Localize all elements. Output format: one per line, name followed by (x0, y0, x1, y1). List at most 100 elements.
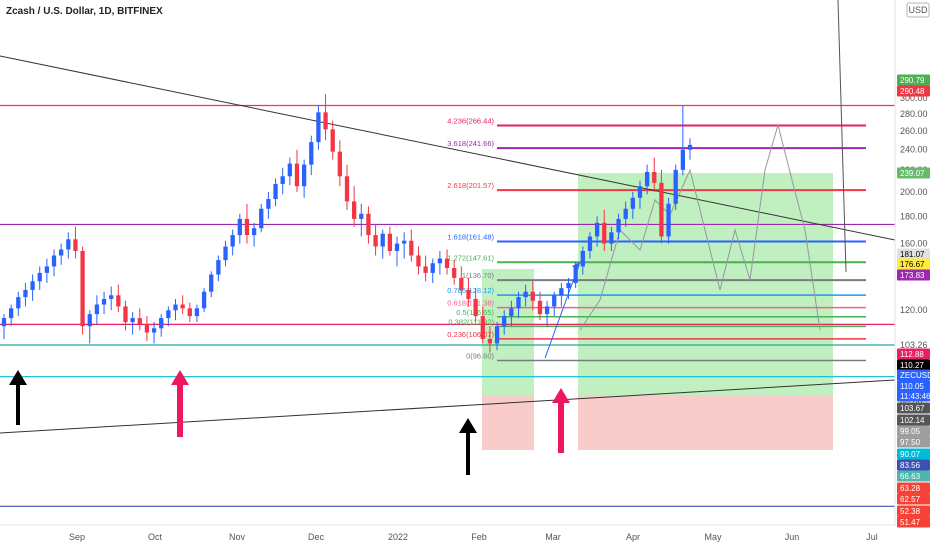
candle[interactable] (402, 232, 407, 259)
candle[interactable] (423, 255, 428, 282)
candle[interactable] (230, 229, 235, 256)
candle[interactable] (480, 306, 485, 344)
currency-badge[interactable]: USD (906, 2, 930, 18)
candle[interactable] (166, 306, 171, 327)
candle[interactable] (644, 164, 650, 195)
candle[interactable] (294, 149, 300, 192)
candle[interactable] (466, 277, 471, 307)
candle[interactable] (602, 209, 607, 251)
candle[interactable] (301, 159, 307, 198)
candle[interactable] (137, 308, 142, 331)
candle[interactable] (659, 169, 664, 244)
candle[interactable] (101, 291, 107, 315)
candle[interactable] (680, 105, 685, 176)
candle[interactable] (94, 295, 100, 325)
candle[interactable] (530, 281, 535, 311)
candle[interactable] (259, 203, 264, 233)
candle[interactable] (273, 178, 278, 207)
candle[interactable] (394, 236, 400, 267)
candle[interactable] (523, 284, 528, 307)
candle[interactable] (266, 191, 271, 219)
candle[interactable] (187, 302, 192, 323)
candle[interactable] (366, 206, 371, 244)
black-arrow-2[interactable] (459, 418, 477, 475)
candle[interactable] (323, 94, 328, 141)
candle[interactable] (609, 226, 614, 251)
candle[interactable] (559, 282, 564, 307)
candle[interactable] (437, 250, 443, 275)
candle[interactable] (251, 222, 257, 247)
candle[interactable] (30, 274, 35, 301)
candle[interactable] (280, 167, 285, 195)
candle[interactable] (173, 298, 178, 321)
candle[interactable] (123, 300, 128, 331)
candle[interactable] (587, 232, 593, 259)
candle[interactable] (652, 157, 657, 192)
candle[interactable] (73, 226, 78, 259)
candle[interactable] (223, 240, 228, 267)
candle[interactable] (309, 135, 314, 176)
candle[interactable] (444, 249, 450, 275)
candle[interactable] (502, 310, 507, 335)
candle[interactable] (666, 197, 671, 244)
candle[interactable] (209, 271, 214, 298)
candle[interactable] (409, 229, 414, 262)
candle[interactable] (494, 322, 500, 351)
candle[interactable] (66, 232, 71, 259)
candle[interactable] (594, 216, 600, 247)
descending-trendline[interactable] (0, 55, 896, 241)
candle[interactable] (387, 226, 393, 256)
candle[interactable] (473, 288, 478, 323)
candle[interactable] (616, 213, 621, 240)
candle[interactable] (194, 304, 200, 323)
candle[interactable] (216, 255, 221, 282)
candle[interactable] (237, 213, 242, 244)
candle[interactable] (537, 291, 543, 321)
ascending-trendline[interactable] (0, 379, 896, 434)
candle[interactable] (673, 164, 678, 210)
candle[interactable] (9, 304, 14, 327)
candle[interactable] (23, 282, 28, 307)
candle[interactable] (201, 288, 207, 313)
candle[interactable] (452, 260, 457, 285)
candle[interactable] (109, 286, 114, 311)
candle[interactable] (59, 243, 64, 265)
candle[interactable] (144, 316, 150, 342)
vertical-trendline[interactable] (837, 0, 847, 273)
candle[interactable] (287, 157, 292, 186)
candle[interactable] (337, 140, 342, 187)
black-arrow-1[interactable] (9, 370, 27, 425)
candle[interactable] (151, 322, 157, 344)
candle[interactable] (130, 312, 135, 335)
candle[interactable] (180, 295, 185, 315)
candle[interactable] (573, 261, 578, 289)
candle[interactable] (1, 314, 7, 339)
candle[interactable] (44, 258, 50, 283)
candle[interactable] (344, 164, 350, 210)
candle[interactable] (116, 284, 121, 313)
candle[interactable] (359, 203, 364, 237)
candle[interactable] (580, 246, 585, 275)
candle[interactable] (459, 266, 464, 296)
candle[interactable] (37, 266, 42, 290)
candle[interactable] (330, 120, 335, 160)
candle[interactable] (316, 105, 321, 150)
candle[interactable] (516, 291, 521, 319)
red-arrow-2[interactable] (552, 388, 570, 453)
candle[interactable] (566, 277, 571, 299)
candle[interactable] (509, 300, 514, 327)
candle[interactable] (630, 191, 635, 219)
candle[interactable] (552, 291, 557, 317)
candle[interactable] (51, 249, 57, 277)
candle[interactable] (159, 314, 164, 337)
candle[interactable] (487, 326, 493, 353)
candle[interactable] (637, 180, 643, 209)
candle[interactable] (352, 186, 357, 227)
candle[interactable] (544, 300, 550, 327)
candle[interactable] (244, 203, 250, 244)
candle[interactable] (16, 291, 21, 317)
candle[interactable] (80, 246, 85, 335)
candle[interactable] (687, 138, 693, 160)
candle[interactable] (430, 258, 435, 283)
